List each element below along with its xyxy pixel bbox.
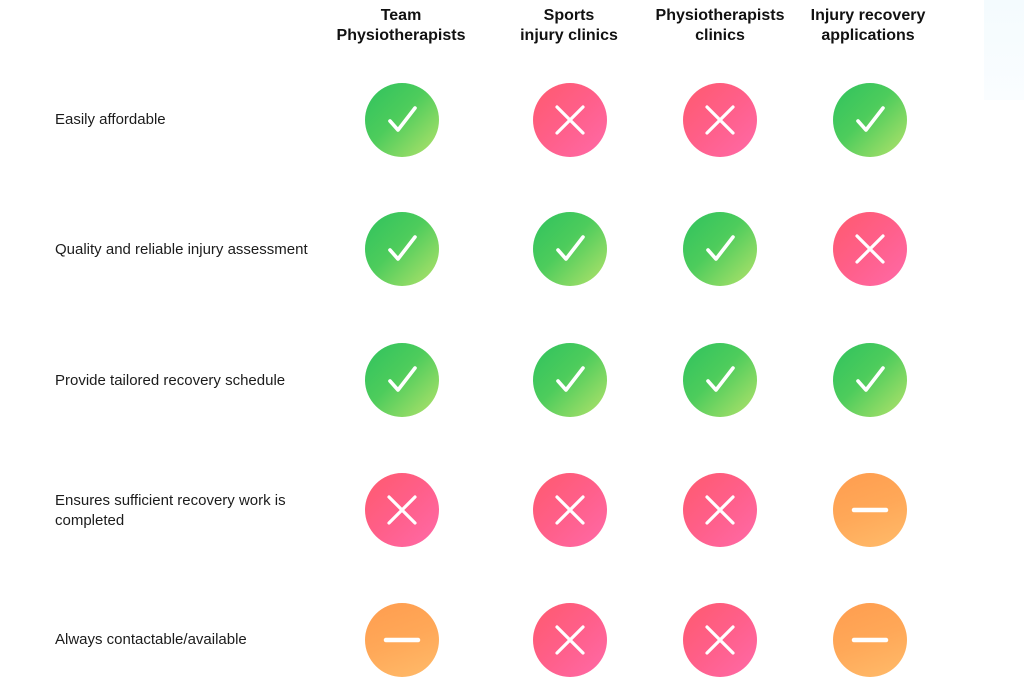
row-label-quality-assessment: Quality and reliable injury assessment bbox=[55, 240, 325, 260]
column-header-line2: injury clinics bbox=[520, 27, 618, 44]
column-header-line2: applications bbox=[821, 27, 915, 44]
checkmark-icon bbox=[382, 360, 422, 400]
row-label-line1: Easily affordable bbox=[55, 111, 166, 128]
checkmark-icon bbox=[700, 360, 740, 400]
checkmark-icon bbox=[382, 100, 422, 140]
cross-icon bbox=[550, 490, 590, 530]
minus-icon bbox=[850, 490, 890, 530]
cross-icon bbox=[850, 229, 890, 269]
status-cell-no bbox=[683, 83, 757, 157]
status-cell-no bbox=[683, 473, 757, 547]
checkmark-icon bbox=[700, 229, 740, 269]
cross-icon bbox=[700, 620, 740, 660]
status-cell-yes bbox=[365, 83, 439, 157]
status-cell-yes bbox=[533, 343, 607, 417]
checkmark-icon bbox=[850, 360, 890, 400]
cross-icon bbox=[550, 100, 590, 140]
column-header-line1: Injury recovery bbox=[810, 7, 926, 24]
minus-icon bbox=[382, 620, 422, 660]
status-cell-no bbox=[833, 212, 907, 286]
row-label-always-contactable: Always contactable/available bbox=[55, 630, 325, 650]
row-label-line1: Quality and reliable injury assessment bbox=[55, 241, 308, 258]
status-cell-no bbox=[533, 603, 607, 677]
cross-icon bbox=[382, 490, 422, 530]
row-label-line1: Always contactable/available bbox=[55, 631, 247, 648]
corner-decoration bbox=[984, 0, 1024, 100]
status-cell-no bbox=[365, 473, 439, 547]
status-cell-partial bbox=[365, 603, 439, 677]
cross-icon bbox=[700, 100, 740, 140]
status-cell-yes bbox=[365, 343, 439, 417]
row-label-line1: Provide tailored recovery schedule bbox=[55, 372, 286, 389]
checkmark-icon bbox=[850, 100, 890, 140]
cross-icon bbox=[700, 490, 740, 530]
column-header-sports-injury-clinics: Sports injury clinics bbox=[484, 6, 654, 46]
minus-icon bbox=[850, 620, 890, 660]
column-header-line2: clinics bbox=[695, 27, 745, 44]
status-cell-no bbox=[683, 603, 757, 677]
status-cell-yes bbox=[683, 212, 757, 286]
status-cell-yes bbox=[833, 343, 907, 417]
status-cell-yes bbox=[683, 343, 757, 417]
checkmark-icon bbox=[550, 229, 590, 269]
column-header-physiotherapists-clinics: Physiotherapists clinics bbox=[635, 6, 805, 46]
column-header-line1: Physiotherapists bbox=[655, 7, 785, 24]
row-label-sufficient-recovery-work: Ensures sufficient recovery work is comp… bbox=[55, 491, 325, 531]
status-cell-no bbox=[533, 473, 607, 547]
cross-icon bbox=[550, 620, 590, 660]
status-cell-partial bbox=[833, 473, 907, 547]
column-header-line1: Sports bbox=[543, 7, 595, 24]
column-header-line1: Team bbox=[380, 7, 422, 24]
row-label-line1: Ensures sufficient recovery work is bbox=[55, 492, 286, 509]
status-cell-yes bbox=[833, 83, 907, 157]
status-cell-yes bbox=[365, 212, 439, 286]
checkmark-icon bbox=[550, 360, 590, 400]
status-cell-no bbox=[533, 83, 607, 157]
row-label-easily-affordable: Easily affordable bbox=[55, 110, 325, 130]
column-header-team-physiotherapists: Team Physiotherapists bbox=[316, 6, 486, 46]
checkmark-icon bbox=[382, 229, 422, 269]
status-cell-yes bbox=[533, 212, 607, 286]
status-cell-partial bbox=[833, 603, 907, 677]
row-label-line2: completed bbox=[55, 512, 125, 529]
column-header-line2: Physiotherapists bbox=[336, 27, 466, 44]
row-label-tailored-recovery: Provide tailored recovery schedule bbox=[55, 371, 325, 391]
column-header-injury-recovery-applications: Injury recovery applications bbox=[783, 6, 953, 46]
